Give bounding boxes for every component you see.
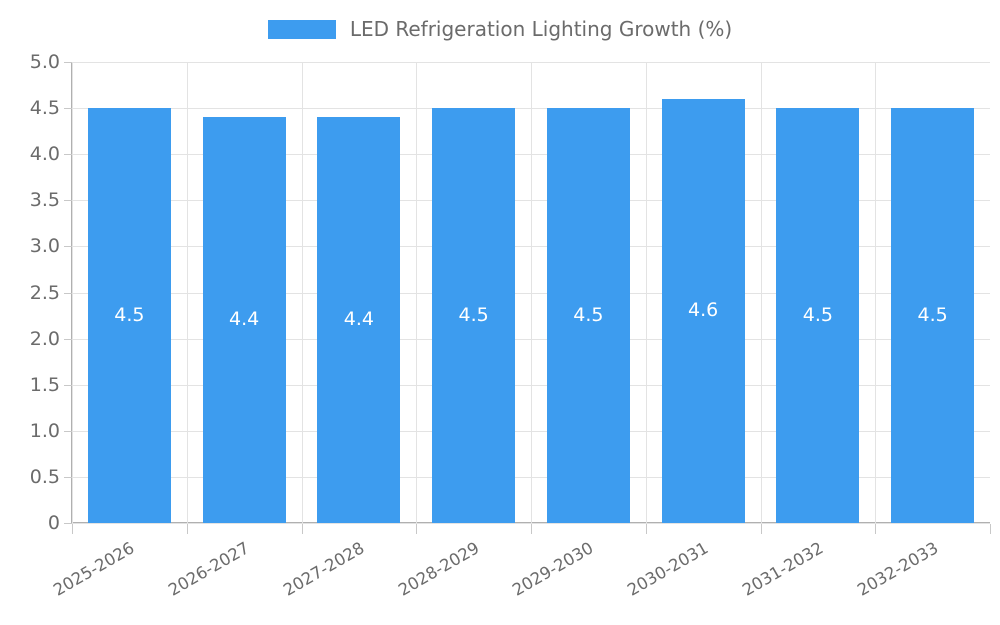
y-tick-mark [64, 292, 72, 294]
y-tick-label: 4.5 [29, 97, 60, 120]
x-tick-label: 2025-2026 [50, 538, 138, 600]
y-tick-mark [64, 246, 72, 248]
gridline-vertical [187, 62, 188, 523]
x-tick-label: 2028-2029 [394, 538, 483, 600]
x-tick-mark [72, 524, 73, 534]
legend-swatch-icon [267, 19, 336, 39]
bar-value-label: 4.5 [458, 303, 489, 326]
x-tick-label: 2032-2033 [853, 538, 942, 600]
chart-legend: LED Refrigeration Lighting Growth (%) [0, 14, 1000, 44]
bar-chart: LED Refrigeration Lighting Growth (%) 5.… [0, 14, 1000, 600]
bar-value-label: 4.5 [573, 303, 604, 326]
y-tick-label: 1.0 [29, 419, 60, 442]
x-tick-mark [990, 524, 991, 534]
x-tick-mark [875, 524, 876, 534]
bar[interactable]: 4.4 [202, 117, 286, 523]
bar[interactable]: 4.5 [891, 108, 975, 523]
x-tick-mark [646, 524, 647, 534]
gridline-vertical [416, 62, 417, 523]
plot-area: 4.5 4.4 4.4 4.5 4.5 4.6 4.5 4.5 [72, 62, 990, 524]
bar[interactable]: 4.4 [317, 117, 401, 523]
x-tick-mark [531, 524, 532, 534]
x-tick-label: 2031-2032 [738, 538, 827, 600]
x-tick-mark [761, 524, 762, 534]
y-tick-label: 0.5 [29, 465, 60, 488]
bar[interactable]: 4.5 [546, 108, 630, 523]
bar-value-label: 4.5 [917, 303, 948, 326]
bar-value-label: 4.6 [688, 298, 719, 321]
y-tick-label: 2.0 [29, 327, 60, 350]
gridline-vertical [875, 62, 876, 523]
y-tick-label: 4.0 [29, 143, 60, 166]
y-tick-label: 5.0 [29, 51, 60, 73]
y-tick-mark [64, 476, 72, 478]
x-tick-mark [302, 524, 303, 534]
y-tick-label: 3.0 [29, 235, 60, 258]
legend-entry[interactable]: LED Refrigeration Lighting Growth (%) [267, 17, 733, 41]
bar-value-label: 4.4 [229, 308, 260, 331]
bar-value-label: 4.5 [802, 303, 833, 326]
bar[interactable]: 4.5 [87, 108, 171, 523]
x-tick-mark [187, 524, 188, 534]
y-tick-mark [64, 62, 72, 63]
x-tick-mark [416, 524, 417, 534]
y-tick-label: 2.5 [29, 281, 60, 304]
gridline-vertical [761, 62, 762, 523]
bar[interactable]: 4.5 [776, 108, 860, 523]
y-tick-mark [64, 338, 72, 340]
gridline-horizontal [72, 523, 990, 524]
bar[interactable]: 4.6 [661, 98, 745, 523]
x-tick-label: 2027-2028 [279, 538, 368, 600]
y-tick-mark [64, 384, 72, 386]
legend-label: LED Refrigeration Lighting Growth (%) [349, 17, 733, 41]
x-tick-label: 2026-2027 [165, 538, 253, 600]
gridline-vertical [531, 62, 532, 523]
y-tick-label: 1.5 [29, 373, 60, 396]
y-tick-label: 0 [47, 512, 60, 534]
x-tick-label: 2030-2031 [624, 538, 712, 600]
y-tick-mark [64, 200, 72, 202]
gridline-vertical [646, 62, 647, 523]
y-tick-label: 3.5 [29, 189, 60, 212]
bar-value-label: 4.4 [343, 308, 374, 331]
y-tick-mark [64, 430, 72, 432]
y-tick-mark [64, 108, 72, 110]
y-tick-mark [64, 154, 72, 156]
bar[interactable]: 4.5 [432, 108, 516, 523]
y-tick-mark [64, 523, 72, 524]
x-tick-label: 2029-2030 [509, 538, 597, 600]
gridline-vertical [72, 62, 73, 523]
gridline-vertical [302, 62, 303, 523]
bar-value-label: 4.5 [114, 303, 145, 326]
